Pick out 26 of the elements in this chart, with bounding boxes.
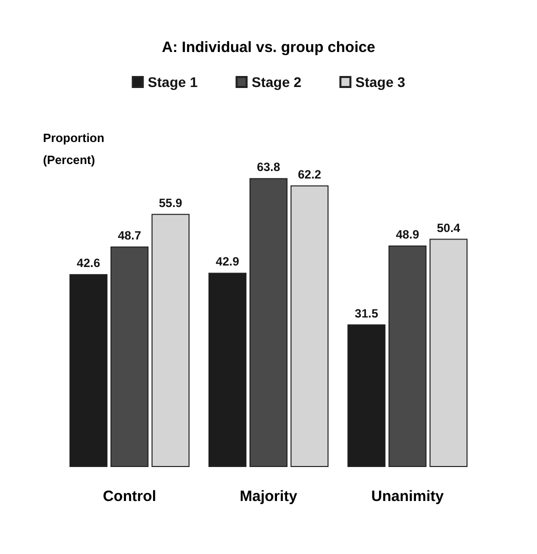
legend-label: Stage 2 — [252, 74, 302, 90]
data-label: 42.9 — [216, 254, 240, 269]
data-label: 42.6 — [76, 256, 100, 270]
y-axis-title: Proportion (Percent) — [43, 131, 108, 167]
bar — [347, 324, 386, 467]
bar — [110, 246, 148, 467]
x-tick-label: Majority — [240, 488, 298, 505]
x-tick-label: Unanimity — [371, 488, 444, 505]
bar — [250, 178, 288, 467]
bar — [69, 274, 108, 467]
legend-label: Stage 3 — [355, 74, 406, 90]
bar — [430, 238, 468, 467]
data-label: 48.7 — [118, 228, 142, 242]
x-tick-label: Control — [102, 488, 156, 505]
data-label: 31.5 — [354, 306, 378, 320]
bar — [152, 214, 190, 467]
bar — [388, 246, 426, 467]
data-label: 63.8 — [256, 160, 280, 174]
data-label: 50.4 — [436, 220, 461, 235]
data-label: 55.9 — [158, 196, 183, 210]
bar — [208, 272, 246, 467]
data-label: 48.9 — [396, 228, 420, 242]
data-label: 62.2 — [298, 167, 322, 182]
legend-label: Stage 1 — [148, 74, 198, 90]
bar — [290, 185, 329, 467]
chart-title: A: Individual vs. group choice — [162, 39, 376, 56]
